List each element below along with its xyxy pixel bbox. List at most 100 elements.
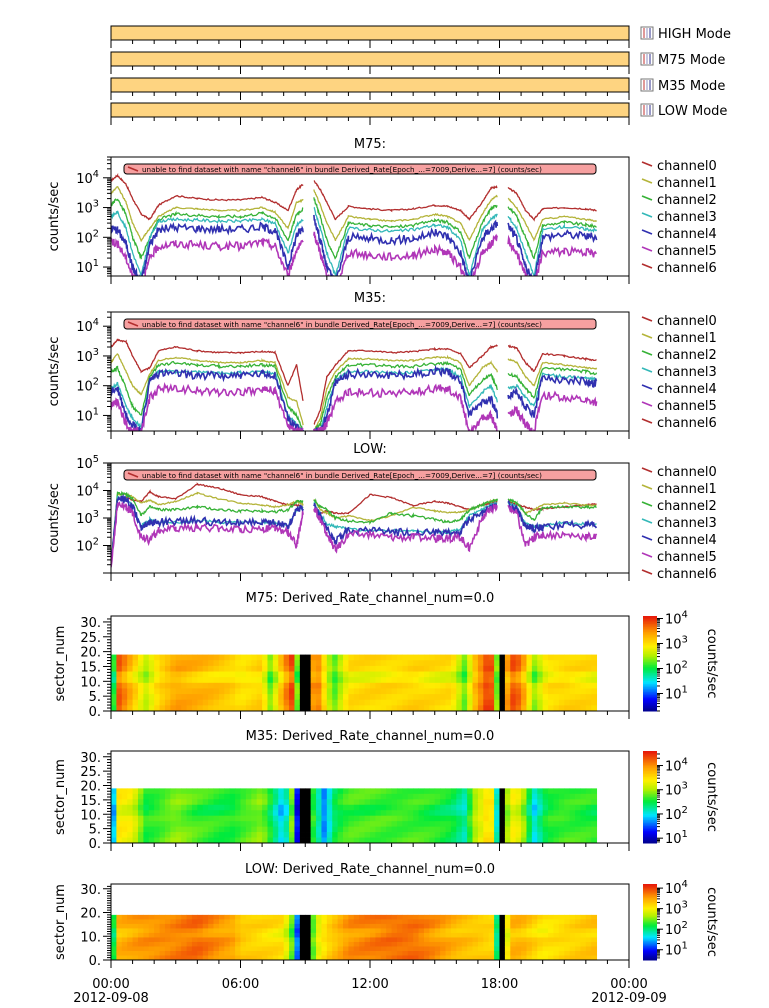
heatmap-cell (294, 821, 301, 828)
heatmap-cell (305, 955, 312, 961)
heatmap-cell (494, 932, 500, 938)
heatmap-cell (370, 682, 376, 689)
heatmap-cell (483, 837, 490, 844)
heatmap-cell (569, 919, 576, 925)
heatmap-cell (197, 914, 204, 920)
heatmap-cell (564, 928, 571, 934)
heatmap-cell (564, 654, 571, 661)
heatmap-cell (316, 804, 322, 811)
heatmap-cell (116, 937, 123, 943)
heatmap-cell (521, 677, 527, 684)
heatmap-cell (467, 665, 473, 672)
heatmap-cell (391, 671, 398, 678)
heatmap-cell (569, 815, 576, 822)
heatmap-cell (256, 705, 263, 712)
heatmap-cell (504, 928, 511, 934)
heatmap-cell (467, 821, 473, 828)
heatmap-cell (494, 923, 500, 929)
heatmap-cell (175, 941, 182, 947)
heatmap-cell (542, 955, 549, 961)
heatmap-cell (569, 955, 576, 961)
heatmap-cell (413, 937, 419, 943)
heatmap-cell (197, 671, 204, 678)
heatmap-cell (111, 810, 117, 817)
heatmap-cell (494, 919, 500, 925)
heatmap-cell (202, 699, 209, 706)
heatmap-cell (181, 654, 187, 661)
heatmap-cell (111, 682, 117, 689)
heatmap-cell (429, 941, 436, 947)
heatmap-cell (418, 937, 425, 943)
heatmap-cell (213, 937, 220, 943)
heatmap-cell (396, 941, 403, 947)
legend-item-channel3: channel3 (641, 210, 717, 225)
heatmap-cell (127, 914, 133, 920)
heatmap-cell (542, 821, 549, 828)
heatmap-cell (364, 937, 371, 943)
heatmap-cell (407, 923, 414, 929)
heatmap-cell (348, 821, 355, 828)
heatmap-cell (407, 826, 414, 833)
heatmap-cell (591, 804, 598, 811)
heatmap-cell (305, 919, 312, 925)
heatmap-cell (218, 932, 225, 938)
heatmap-cell (159, 688, 166, 695)
heatmap-cell (251, 804, 258, 811)
heatmap-cell (375, 660, 382, 667)
heatmap-cell (418, 932, 425, 938)
heatmap-cell (294, 660, 301, 667)
heatmap-cell (294, 810, 301, 817)
heatmap-cell (440, 804, 446, 811)
heatmap-cell (537, 688, 544, 695)
heatmap-cell (181, 665, 187, 672)
heatmap-cell (229, 677, 236, 684)
heatmap-cell (429, 682, 436, 689)
heatmap-cell (289, 832, 295, 838)
heatmap-cell (170, 799, 177, 806)
heatmap-cell (137, 923, 144, 929)
heatmap-cell (510, 946, 517, 952)
heatmap-cell (564, 810, 571, 817)
colorbar-segment (643, 841, 657, 844)
heatmap-cell (499, 705, 506, 712)
heatmap-cell (343, 660, 349, 667)
heatmap-cell (359, 937, 366, 943)
heatmap-cell (213, 946, 220, 952)
heatmap-cell (164, 793, 171, 800)
heatmap-cell (202, 688, 209, 695)
heatmap-cell (456, 932, 463, 938)
heatmap-cell (127, 654, 133, 661)
colorbar-tick-label: 104 (665, 757, 688, 775)
heatmap-cell (278, 837, 285, 844)
heatmap-cell (467, 799, 473, 806)
heatmap-cell (591, 799, 598, 806)
heatmap-cell (262, 705, 268, 712)
heatmap-cell (251, 837, 258, 844)
heatmap-cell (553, 705, 560, 712)
heatmap-cell (391, 705, 398, 712)
heatmap-cell (429, 799, 436, 806)
colorbar-segment (643, 661, 657, 664)
heatmap-cell (575, 671, 581, 678)
heatmap-cell (477, 688, 484, 695)
y-tick-label: 15. (80, 794, 101, 809)
colorbar-segment (643, 619, 657, 622)
heatmap-cell (229, 928, 236, 934)
heatmap-cell (278, 682, 285, 689)
heatmap-cell (186, 665, 193, 672)
y-axis-label: sector_num (53, 626, 68, 702)
heatmap-cell (224, 788, 231, 795)
heatmap-cell (542, 694, 549, 701)
heatmap-cell (197, 799, 204, 806)
heatmap-cell (170, 788, 177, 795)
heatmap-cell (461, 950, 468, 956)
heatmap-cell (310, 955, 317, 961)
heatmap-cell (267, 946, 274, 952)
heatmap-cell (251, 688, 258, 695)
heatmap-cell (197, 932, 204, 938)
heatmap-cell (483, 793, 490, 800)
heatmap-cell (548, 677, 554, 684)
heatmap-cell (558, 810, 565, 817)
heatmap-cell (262, 928, 268, 934)
heatmap-cell (181, 955, 187, 961)
